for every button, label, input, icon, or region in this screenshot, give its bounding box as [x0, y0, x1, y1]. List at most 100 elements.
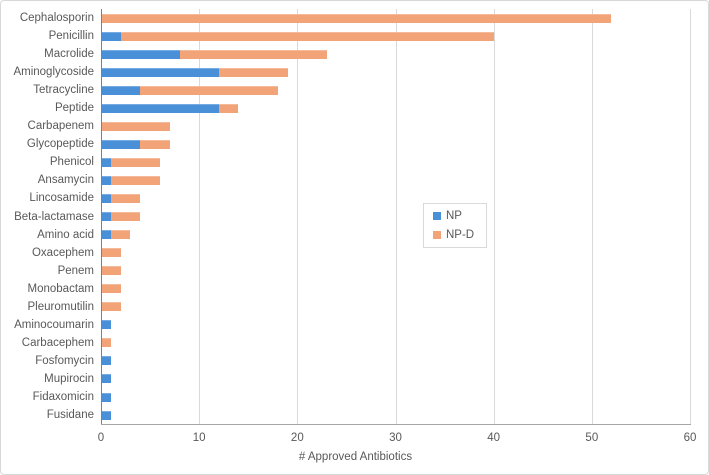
gridline [297, 9, 299, 424]
np-bar-segment [101, 49, 180, 59]
category-label: Beta-lactamase [14, 210, 94, 223]
gridline [493, 9, 495, 424]
category-label: Amino acid [37, 228, 94, 241]
plot-area: NP NP-D [101, 9, 691, 424]
npd-bar-segment [179, 49, 327, 59]
gridline [591, 9, 593, 424]
bar-row [101, 171, 690, 189]
x-tick-label: 30 [389, 432, 402, 444]
np-bar-segment [101, 410, 111, 420]
np-bar-segment [101, 103, 219, 113]
gridline [690, 9, 691, 424]
npd-bar-segment [101, 338, 111, 348]
category-label: Macrolide [44, 48, 94, 61]
np-bar-segment [101, 212, 111, 222]
npd-bar-segment [120, 31, 494, 41]
np-bar-segment [101, 230, 111, 240]
bar-rows [101, 9, 690, 424]
category-label: Oxacephem [31, 246, 94, 259]
category-label: Lincosamide [29, 192, 94, 205]
category-label: Pleuromutilin [27, 300, 94, 313]
npd-bar-segment [110, 157, 160, 167]
npd-bar-segment [101, 121, 170, 131]
category-label: Fusidane [46, 409, 94, 422]
x-axis-line [101, 424, 691, 425]
npd-bar-segment [110, 230, 131, 240]
np-bar-segment [101, 85, 141, 95]
y-axis-line [101, 9, 102, 425]
y-axis-labels: Cephalosporin Penicillin Macrolide Aminogly… [1, 9, 94, 424]
bar-row [101, 334, 690, 352]
category-label: Phenicol [49, 156, 94, 169]
bar-row [101, 244, 690, 262]
bar-row [101, 153, 690, 171]
bar-row [101, 189, 690, 207]
npd-bar-segment [140, 85, 278, 95]
category-label: Ansamycin [37, 174, 94, 187]
bar-row [101, 262, 690, 280]
legend-label: NP [446, 210, 462, 222]
gridline [199, 9, 201, 424]
bar-row [101, 117, 690, 135]
npd-bar-segment [101, 248, 121, 258]
legend-item-np-d: NP-D [433, 229, 474, 241]
x-tick-label: 20 [290, 432, 304, 444]
x-tick-label: 50 [585, 432, 599, 444]
np-bar-segment [101, 374, 111, 384]
category-label: Glycopeptide [26, 138, 94, 151]
bar-row [101, 406, 690, 424]
npd-bar-segment [110, 212, 141, 222]
bar-row [101, 226, 690, 244]
npd-bar-segment [218, 103, 239, 113]
bar-row [101, 352, 690, 370]
category-label: Mupirocin [44, 372, 94, 385]
npd-bar-segment [110, 175, 160, 185]
np-bar-segment [101, 193, 111, 203]
bar-row [101, 27, 690, 45]
np-bar-segment [101, 67, 219, 77]
legend-swatch-np-d-icon [433, 231, 441, 239]
np-bar-segment [101, 320, 111, 330]
bar-row [101, 370, 690, 388]
category-label: Fidaxomicin [32, 391, 94, 403]
npd-bar-segment [101, 284, 121, 294]
npd-bar-segment [218, 67, 288, 77]
category-label: Aminoglycoside [13, 66, 94, 79]
category-label: Carbapenem [27, 120, 94, 133]
category-label: Aminocoumarin [14, 318, 94, 331]
x-tick-label: 10 [192, 432, 206, 444]
npd-bar-segment [110, 193, 141, 203]
bar-row [101, 135, 690, 153]
category-label: Tetracycline [33, 84, 94, 97]
npd-bar-segment [140, 139, 170, 149]
npd-bar-segment [101, 266, 121, 276]
x-axis-title: # Approved Antibiotics [298, 451, 413, 463]
x-tick-label: 0 [97, 432, 105, 444]
bar-row [101, 9, 690, 27]
bar-row [101, 298, 690, 316]
bar-row [101, 280, 690, 298]
np-bar-segment [101, 31, 121, 41]
bar-row [101, 316, 690, 334]
legend: NP NP-D [423, 203, 488, 248]
np-bar-segment [101, 356, 111, 366]
legend-item-np: NP [433, 210, 474, 222]
bar-row [101, 99, 690, 117]
gridline [395, 9, 397, 424]
bar-row [101, 45, 690, 63]
category-label: Penem [57, 264, 94, 277]
npd-bar-segment [101, 13, 612, 23]
legend-label: NP-D [446, 229, 475, 241]
category-label: Fosfomycin [35, 354, 94, 367]
npd-bar-segment [101, 302, 121, 312]
bar-row [101, 208, 690, 226]
category-label: Penicillin [48, 30, 94, 43]
category-label: Cephalosporin [19, 12, 94, 25]
x-tick-label: 40 [487, 432, 501, 444]
x-tick-label: 60 [683, 432, 697, 444]
category-label: Carbacephem [21, 336, 94, 349]
bar-row [101, 63, 690, 81]
np-bar-segment [101, 175, 111, 185]
np-bar-segment [101, 139, 141, 149]
